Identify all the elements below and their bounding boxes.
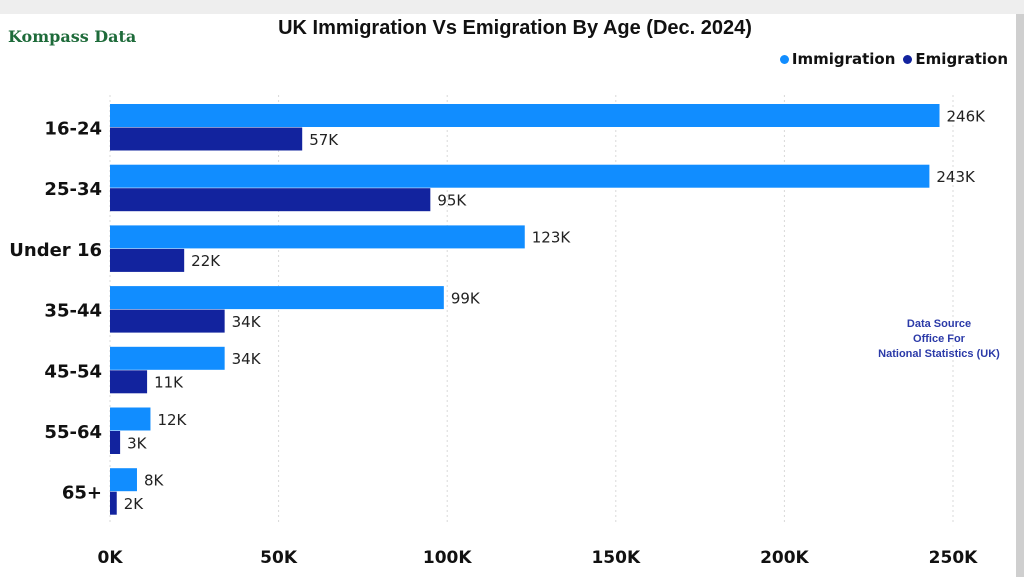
bar-emigration[interactable] [110, 370, 148, 394]
bar-immigration[interactable] [110, 286, 444, 310]
category-label: 16-24 [44, 119, 102, 140]
bar-immigration[interactable] [110, 407, 151, 431]
bar-immigration[interactable] [110, 468, 137, 492]
bar-emigration[interactable] [110, 248, 185, 272]
data-label: 95K [437, 191, 467, 209]
x-tick-label: 250K [929, 548, 978, 568]
legend-label-emigration: Emigration [915, 50, 1008, 68]
legend: Immigration Emigration [772, 50, 1008, 68]
data-label: 11K [154, 374, 184, 392]
source-line-3: National Statistics (UK) [878, 348, 1000, 360]
data-label: 8K [144, 471, 165, 489]
x-tick-label: 100K [423, 548, 472, 568]
data-label: 246K [947, 107, 987, 125]
x-tick-label: 150K [591, 548, 640, 568]
bar-immigration[interactable] [110, 164, 930, 188]
data-label: 2K [124, 495, 145, 513]
data-label: 3K [127, 434, 148, 452]
data-label: 12K [157, 411, 187, 429]
data-label: 34K [232, 313, 262, 331]
data-source-note: Data Source Office For National Statisti… [865, 317, 1013, 362]
source-line-2: Office For [913, 333, 965, 345]
data-label: 34K [232, 350, 262, 368]
bar-immigration[interactable] [110, 104, 940, 127]
category-label: 65+ [62, 483, 102, 504]
bar-emigration[interactable] [110, 309, 225, 333]
category-label: Under 16 [9, 240, 102, 261]
data-label: 22K [191, 252, 221, 270]
category-label: 55-64 [44, 422, 102, 443]
panel-shadow [1016, 14, 1024, 577]
data-label: 123K [532, 229, 572, 247]
bar-emigration[interactable] [110, 431, 121, 454]
data-label: 57K [309, 131, 339, 149]
bar-immigration[interactable] [110, 346, 225, 370]
category-label: 25-34 [44, 179, 102, 200]
legend-dot-emigration [903, 54, 913, 64]
data-label: 99K [451, 289, 481, 307]
chart-title: UK Immigration Vs Emigration By Age (Dec… [278, 17, 752, 39]
bar-emigration[interactable] [110, 491, 117, 515]
brand-label: Kompass Data [8, 27, 137, 46]
bar-emigration[interactable] [110, 127, 303, 151]
legend-label-immigration: Immigration [791, 50, 896, 68]
x-tick-label: 200K [760, 548, 809, 568]
legend-dot-immigration [779, 54, 789, 64]
category-label: 45-54 [44, 361, 102, 382]
legend-item-immigration[interactable]: Immigration [779, 50, 896, 68]
bar-immigration[interactable] [110, 225, 525, 249]
x-tick-label: 50K [260, 548, 298, 568]
bar-emigration[interactable] [110, 188, 431, 212]
legend-item-emigration[interactable]: Emigration [903, 50, 1008, 68]
x-tick-label: 0K [97, 548, 123, 568]
source-line-1: Data Source [906, 318, 972, 330]
data-label: 243K [936, 168, 976, 186]
category-label: 35-44 [44, 301, 102, 322]
